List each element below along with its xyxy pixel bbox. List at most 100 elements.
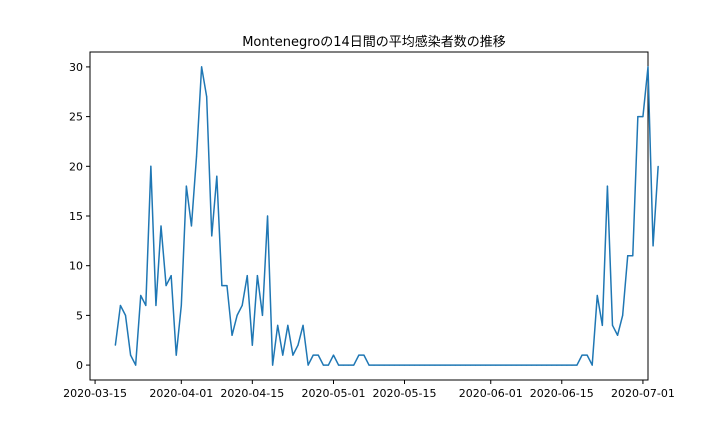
data-point: [363, 354, 365, 356]
data-point: [368, 364, 370, 366]
data-point: [135, 364, 137, 366]
data-point: [637, 116, 639, 118]
data-point: [292, 354, 294, 356]
data-point: [353, 364, 355, 366]
y-axis: 0 5 10 15 20 25 30: [69, 61, 90, 372]
data-point: [256, 275, 258, 277]
data-point: [632, 255, 634, 257]
data-point: [505, 364, 507, 366]
data-point: [540, 364, 543, 366]
data-point: [201, 66, 203, 68]
data-point: [515, 364, 517, 366]
data-point: [150, 165, 152, 167]
data-point: [231, 334, 233, 336]
chart-title: Montenegroの14日間の平均感染者数の推移: [242, 34, 506, 50]
data-point: [195, 155, 198, 157]
y-tick-label: 25: [69, 111, 83, 124]
data-point: [114, 344, 116, 346]
data-point: [129, 354, 132, 356]
data-point: [647, 66, 649, 68]
data-point: [480, 364, 482, 366]
data-point: [211, 235, 213, 237]
data-point: [414, 364, 416, 366]
data-point: [378, 364, 380, 366]
data-point: [246, 275, 248, 277]
data-point: [444, 364, 446, 366]
y-tick-label: 20: [69, 160, 83, 173]
y-tick-label: 10: [69, 260, 83, 273]
data-point: [190, 225, 193, 227]
series-points: [114, 66, 659, 366]
data-point: [302, 324, 304, 326]
x-tick-label: 2020-05-15: [373, 387, 437, 400]
data-point: [272, 364, 274, 366]
data-point: [464, 364, 466, 366]
data-point: [622, 314, 624, 316]
data-point: [611, 324, 614, 326]
x-tick-label: 2020-04-15: [220, 387, 284, 400]
data-point: [652, 245, 654, 247]
data-point: [434, 364, 436, 366]
data-point: [545, 364, 548, 366]
data-point: [165, 284, 167, 287]
data-point: [388, 364, 390, 366]
data-point: [551, 364, 553, 366]
x-tick-label: 2020-07-01: [611, 387, 675, 400]
data-point: [403, 364, 406, 366]
data-point: [337, 364, 340, 366]
data-point: [576, 364, 578, 366]
data-point: [287, 324, 289, 326]
data-point: [343, 364, 345, 366]
data-point: [251, 344, 253, 346]
data-point: [419, 364, 421, 366]
series-line: [114, 66, 659, 366]
data-point: [556, 364, 558, 366]
data-point: [449, 364, 451, 366]
data-point: [170, 275, 172, 277]
y-tick-label: 15: [69, 210, 83, 223]
data-point: [297, 344, 299, 346]
data-point: [474, 364, 477, 366]
data-point: [327, 364, 330, 366]
data-point: [266, 215, 269, 217]
y-tick-label: 5: [76, 309, 83, 322]
data-point: [408, 364, 411, 366]
y-tick-label: 30: [69, 61, 83, 74]
data-point: [520, 364, 522, 366]
data-point: [485, 364, 487, 366]
data-point: [312, 354, 314, 356]
x-tick-label: 2020-06-15: [530, 387, 594, 400]
data-point: [317, 354, 319, 356]
data-point: [469, 364, 472, 366]
data-point: [657, 165, 659, 167]
data-point: [226, 284, 228, 287]
data-point: [606, 185, 609, 187]
data-point: [459, 364, 461, 366]
data-point: [185, 185, 187, 187]
data-point: [358, 354, 360, 356]
data-point: [145, 304, 147, 307]
data-point: [277, 324, 279, 326]
data-point: [490, 364, 492, 366]
data-point: [591, 364, 593, 366]
x-tick-label: 2020-05-01: [302, 387, 366, 400]
data-point: [160, 225, 162, 227]
data-point: [241, 304, 243, 307]
data-point: [373, 364, 375, 366]
data-point: [530, 364, 532, 366]
data-point: [175, 354, 177, 356]
data-point: [586, 354, 588, 356]
data-point: [642, 116, 644, 118]
data-point: [566, 364, 568, 366]
data-point: [307, 364, 309, 366]
data-point: [236, 314, 238, 316]
x-tick-label: 2020-03-15: [63, 387, 127, 400]
x-tick-label: 2020-04-01: [149, 387, 213, 400]
data-point: [581, 354, 583, 356]
data-point: [393, 364, 395, 366]
data-point: [348, 364, 350, 366]
x-tick-label: 2020-06-01: [459, 387, 523, 400]
x-axis: 2020-03-15 2020-04-01 2020-04-15 2020-05-01…: [63, 380, 675, 400]
data-point: [216, 175, 218, 177]
